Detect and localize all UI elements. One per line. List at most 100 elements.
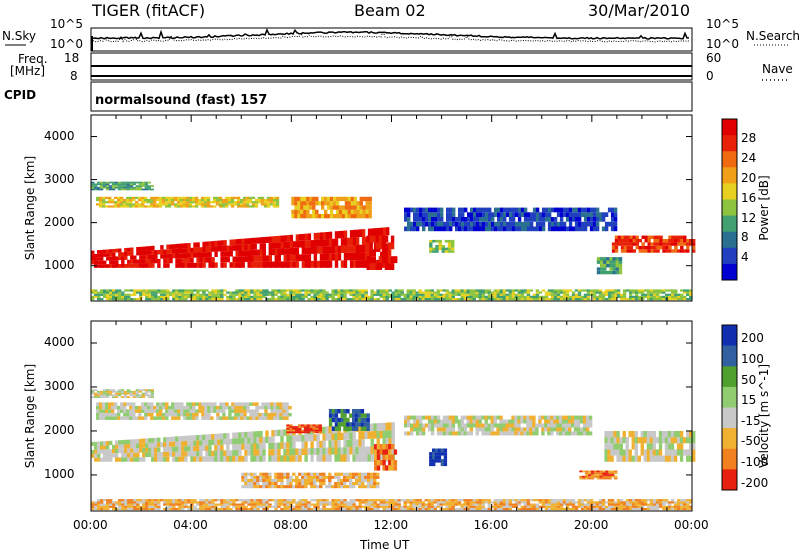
data-cell bbox=[523, 289, 528, 292]
data-cell bbox=[592, 212, 597, 217]
data-cell bbox=[163, 437, 167, 443]
data-cell bbox=[316, 293, 320, 296]
data-cell bbox=[445, 295, 449, 298]
data-cell bbox=[181, 298, 185, 301]
data-cell bbox=[469, 501, 473, 504]
data-cell bbox=[460, 503, 464, 506]
data-cell bbox=[292, 427, 296, 430]
data-cell bbox=[631, 505, 636, 508]
data-cell bbox=[266, 196, 271, 199]
data-cell bbox=[220, 499, 224, 502]
data-cell bbox=[385, 430, 389, 439]
data-cell bbox=[491, 221, 495, 227]
data-cell bbox=[118, 264, 122, 268]
data-cell bbox=[324, 201, 328, 206]
data-cell bbox=[304, 247, 309, 255]
data-cell bbox=[460, 423, 465, 428]
data-cell bbox=[692, 242, 696, 246]
data-cell bbox=[256, 503, 260, 506]
data-cell bbox=[544, 212, 549, 217]
data-cell bbox=[310, 291, 314, 294]
data-cell bbox=[322, 246, 327, 254]
data-cell bbox=[397, 501, 401, 504]
data-cell bbox=[247, 431, 251, 438]
data-cell bbox=[292, 241, 297, 248]
data-cell bbox=[112, 503, 116, 506]
data-cell bbox=[129, 390, 134, 393]
data-cell bbox=[202, 445, 206, 451]
data-cell bbox=[381, 256, 386, 264]
data-cell bbox=[445, 415, 450, 420]
data-cell bbox=[393, 465, 398, 471]
data-cell bbox=[118, 295, 122, 298]
data-cell bbox=[353, 196, 358, 202]
data-cell bbox=[437, 226, 441, 232]
data-cell bbox=[686, 239, 690, 243]
data-cell bbox=[160, 452, 164, 457]
data-cell bbox=[100, 501, 104, 504]
data-cell bbox=[344, 214, 349, 219]
data-cell bbox=[568, 423, 572, 428]
data-cell bbox=[312, 424, 316, 427]
data-cell bbox=[427, 505, 431, 508]
data-cell bbox=[105, 409, 109, 413]
data-cell bbox=[568, 499, 573, 502]
data-cell bbox=[138, 181, 143, 184]
data-cell bbox=[227, 203, 232, 206]
data-cell bbox=[394, 499, 398, 502]
data-cell bbox=[283, 289, 287, 292]
data-cell bbox=[607, 499, 612, 502]
data-cell bbox=[349, 432, 353, 440]
data-cell bbox=[298, 295, 302, 298]
data-cell bbox=[132, 392, 137, 395]
data-cell bbox=[304, 501, 308, 504]
data-cell bbox=[631, 431, 635, 438]
data-cell bbox=[433, 298, 437, 301]
data-cell bbox=[271, 298, 275, 301]
data-cell bbox=[529, 431, 533, 436]
data-cell bbox=[307, 254, 312, 261]
data-cell bbox=[218, 196, 223, 199]
data-cell bbox=[388, 422, 392, 431]
data-cell bbox=[565, 503, 570, 506]
data-cell bbox=[487, 503, 492, 506]
data-cell bbox=[364, 293, 368, 296]
data-cell bbox=[556, 507, 561, 511]
data-cell bbox=[310, 454, 314, 462]
data-cell bbox=[166, 291, 170, 294]
data-cell bbox=[632, 249, 636, 253]
data-cell bbox=[189, 402, 193, 406]
data-cell bbox=[673, 455, 678, 462]
data-cell bbox=[415, 505, 419, 508]
data-cell bbox=[445, 427, 450, 432]
data-cell bbox=[544, 501, 549, 504]
data-cell bbox=[576, 419, 581, 424]
data-cell bbox=[649, 507, 654, 511]
data-cell bbox=[205, 505, 209, 508]
data-cell bbox=[607, 289, 612, 292]
data-cell bbox=[470, 207, 474, 213]
data-cell bbox=[346, 289, 350, 292]
data-cell bbox=[535, 289, 540, 292]
data-cell bbox=[625, 437, 629, 444]
data-cell bbox=[195, 412, 199, 417]
data-cell bbox=[496, 415, 500, 420]
data-cell bbox=[126, 199, 130, 202]
data-cell bbox=[538, 419, 542, 424]
data-cell bbox=[235, 438, 239, 445]
data-cell bbox=[304, 475, 308, 479]
data-cell bbox=[135, 203, 139, 206]
data-cell bbox=[592, 289, 597, 292]
data-cell bbox=[262, 249, 266, 256]
data-cell bbox=[478, 419, 482, 424]
data-cell bbox=[556, 505, 561, 508]
data-cell bbox=[108, 389, 113, 391]
data-cell bbox=[266, 199, 271, 202]
data-cell bbox=[562, 419, 566, 424]
data-cell bbox=[568, 289, 573, 292]
data-cell bbox=[218, 205, 223, 208]
data-cell bbox=[571, 212, 576, 217]
data-cell bbox=[424, 503, 428, 506]
data-cell bbox=[138, 412, 142, 417]
data-cell bbox=[390, 454, 395, 460]
